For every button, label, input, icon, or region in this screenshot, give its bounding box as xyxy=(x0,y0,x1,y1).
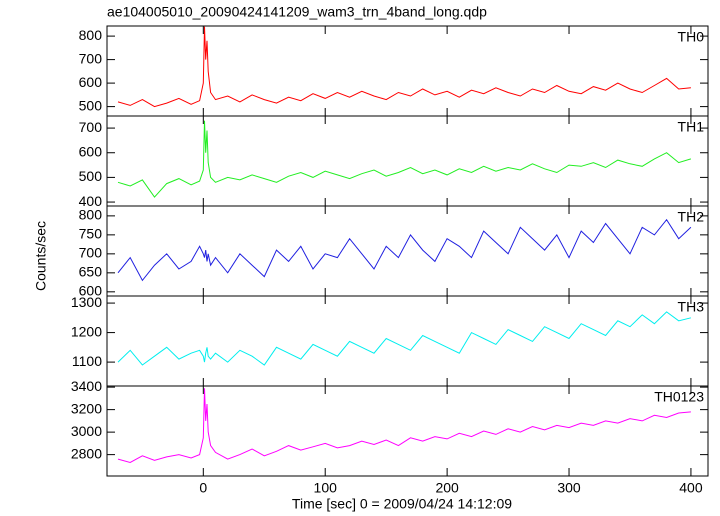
light-curve xyxy=(117,388,691,464)
y-tick-label: 600 xyxy=(79,74,103,90)
panel-frame xyxy=(106,385,709,477)
panel-label: TH3 xyxy=(678,299,705,315)
y-tick-label: 800 xyxy=(79,207,103,223)
y-tick-label: 600 xyxy=(79,143,103,159)
panel-frame xyxy=(106,115,709,207)
y-tick-label: 800 xyxy=(79,27,103,43)
panel-frame xyxy=(106,25,709,117)
x-tick-label: 400 xyxy=(679,480,703,496)
y-tick-label: 500 xyxy=(79,97,103,113)
light-curve xyxy=(117,120,692,198)
x-axis-label: Time [sec] 0 = 2009/04/24 14:12:09 xyxy=(292,496,512,512)
y-tick-label: 600 xyxy=(79,283,103,299)
y-tick-label: 3000 xyxy=(71,423,102,439)
chart-title: ae104005010_20090424141209_wam3_trn_4ban… xyxy=(107,4,487,20)
y-tick-label: 1300 xyxy=(71,294,102,310)
y-tick-label: 700 xyxy=(79,119,103,135)
panel-label: TH1 xyxy=(678,119,705,135)
y-tick-label: 1200 xyxy=(71,323,102,339)
y-tick-label: 500 xyxy=(79,168,103,184)
panel-label: TH0123 xyxy=(654,389,704,405)
y-tick-label: 750 xyxy=(79,226,103,242)
y-tick-label: 650 xyxy=(79,264,103,280)
y-tick-label: 2800 xyxy=(71,445,102,461)
x-tick-label: 100 xyxy=(314,480,338,496)
panel-frame xyxy=(106,295,709,387)
x-tick-label: 0 xyxy=(199,480,207,496)
y-tick-label: 400 xyxy=(79,193,103,209)
y-axis-label: Counts/sec xyxy=(33,221,49,291)
y-tick-label: 3400 xyxy=(71,378,102,394)
panel-label: TH0 xyxy=(678,29,705,45)
y-tick-label: 3200 xyxy=(71,400,102,416)
x-tick-label: 200 xyxy=(435,480,459,496)
y-tick-label: 1100 xyxy=(72,353,102,369)
x-tick-label: 300 xyxy=(557,480,581,496)
panel-label: TH2 xyxy=(678,209,705,225)
y-tick-label: 700 xyxy=(79,245,103,261)
y-tick-label: 700 xyxy=(79,50,103,66)
light-curve xyxy=(117,26,691,108)
light-curve xyxy=(117,218,692,282)
light-curve xyxy=(117,311,692,366)
